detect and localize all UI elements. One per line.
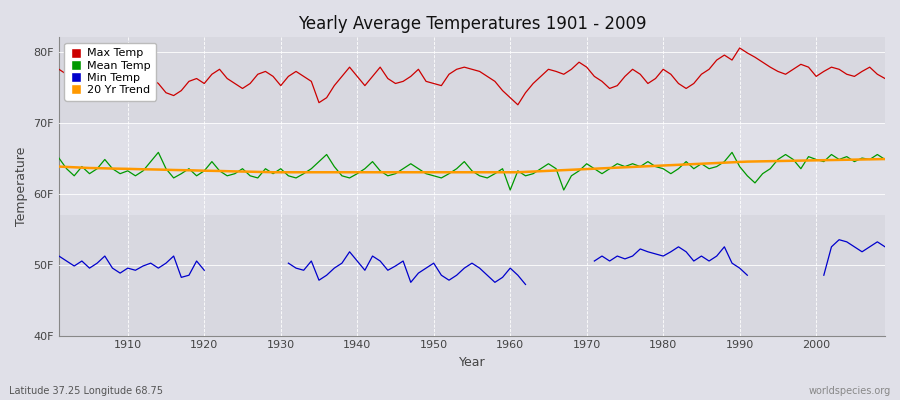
Text: Latitude 37.25 Longitude 68.75: Latitude 37.25 Longitude 68.75 — [9, 386, 163, 396]
Bar — [58, 37, 885, 122]
Title: Yearly Average Temperatures 1901 - 2009: Yearly Average Temperatures 1901 - 2009 — [298, 15, 646, 33]
Legend: Max Temp, Mean Temp, Min Temp, 20 Yr Trend: Max Temp, Mean Temp, Min Temp, 20 Yr Tre… — [65, 43, 156, 101]
Text: worldspecies.org: worldspecies.org — [809, 386, 891, 396]
Y-axis label: Temperature: Temperature — [15, 147, 28, 226]
Bar — [58, 215, 885, 336]
Bar — [58, 122, 885, 215]
X-axis label: Year: Year — [459, 356, 485, 369]
